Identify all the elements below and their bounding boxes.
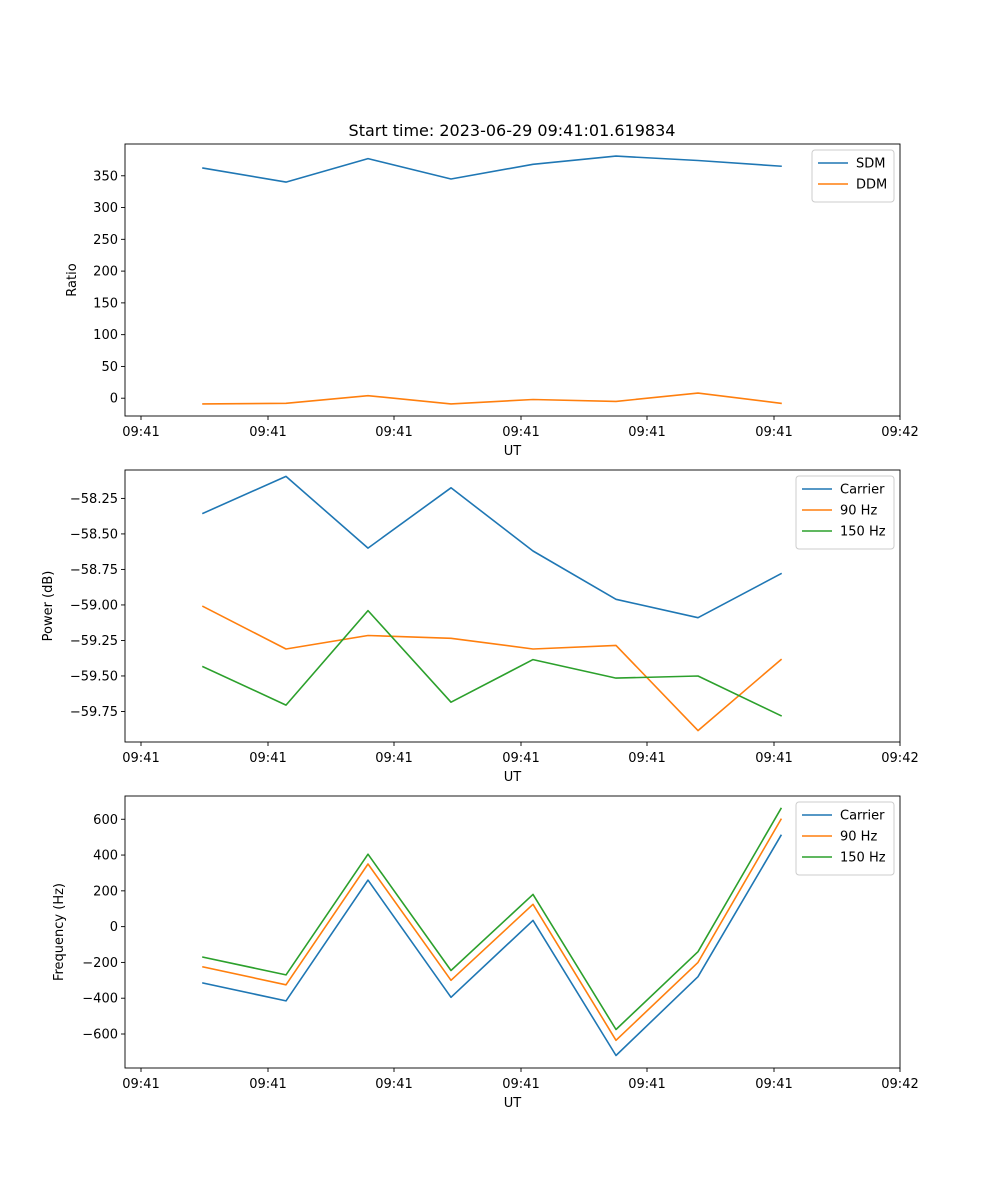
chart-title: Start time: 2023-06-29 09:41:01.619834 xyxy=(349,121,676,140)
x-tick-label: 09:41 xyxy=(502,425,539,440)
x-tick-label: 09:41 xyxy=(375,425,412,440)
y-axis-label: Frequency (Hz) xyxy=(52,883,67,981)
plot-frame xyxy=(124,143,901,417)
y-tick-label: 0 xyxy=(110,920,118,935)
series-line-1-2 xyxy=(201,609,783,717)
x-axis-label: UT xyxy=(504,770,522,785)
x-tick-label: 09:41 xyxy=(628,1077,665,1092)
plot-frame xyxy=(124,795,901,1069)
plot-frame xyxy=(124,469,901,743)
x-tick-label: 09:41 xyxy=(122,425,159,440)
y-tick-label: −58.50 xyxy=(70,527,118,542)
legend-entry: Carrier xyxy=(840,483,885,498)
x-axis-label: UT xyxy=(504,444,522,459)
x-tick-label: 09:41 xyxy=(502,1077,539,1092)
y-tick-label: 350 xyxy=(93,169,118,184)
y-tick-label: 150 xyxy=(93,296,118,311)
y-tick-label: 50 xyxy=(101,360,118,375)
y-tick-label: −59.75 xyxy=(70,705,118,720)
y-tick-label: −600 xyxy=(82,1028,118,1043)
x-tick-label: 09:41 xyxy=(755,751,792,766)
series-line-1-0 xyxy=(201,475,783,619)
x-tick-label: 09:41 xyxy=(122,751,159,766)
x-tick-label: 09:41 xyxy=(628,425,665,440)
x-tick-label: 09:42 xyxy=(881,751,918,766)
x-tick-label: 09:42 xyxy=(881,1077,918,1092)
x-axis-label: UT xyxy=(504,1096,522,1111)
x-tick-label: 09:41 xyxy=(755,1077,792,1092)
x-tick-label: 09:41 xyxy=(755,425,792,440)
series-line-1-1 xyxy=(201,605,783,732)
y-axis-label: Ratio xyxy=(65,263,80,296)
series-line-2-2 xyxy=(202,807,783,1031)
series-line-2-0 xyxy=(202,834,783,1057)
y-tick-label: −59.50 xyxy=(70,669,118,684)
y-tick-label: −58.25 xyxy=(70,492,118,507)
y-tick-label: 100 xyxy=(93,328,118,343)
y-tick-label: −59.25 xyxy=(70,634,118,649)
x-tick-label: 09:41 xyxy=(628,751,665,766)
x-tick-label: 09:41 xyxy=(249,751,286,766)
y-tick-label: 200 xyxy=(93,265,118,280)
legend-entry: 150 Hz xyxy=(840,851,886,866)
legend-entry: SDM xyxy=(856,157,885,172)
series-line-0-0 xyxy=(202,155,782,183)
x-tick-label: 09:41 xyxy=(249,425,286,440)
y-tick-label: −59.00 xyxy=(70,598,118,613)
y-tick-label: 400 xyxy=(93,849,118,864)
y-tick-label: −58.75 xyxy=(70,563,118,578)
x-tick-label: 09:42 xyxy=(881,425,918,440)
x-tick-label: 09:41 xyxy=(249,1077,286,1092)
series-line-2-1 xyxy=(202,818,783,1042)
legend-entry: 90 Hz xyxy=(840,830,877,845)
y-tick-label: 200 xyxy=(93,884,118,899)
y-tick-label: 600 xyxy=(93,813,118,828)
y-tick-label: 250 xyxy=(93,233,118,248)
y-axis-label: Power (dB) xyxy=(41,571,56,642)
y-tick-label: −200 xyxy=(82,956,118,971)
y-tick-label: 300 xyxy=(93,201,118,216)
legend-entry: Carrier xyxy=(840,809,885,824)
x-tick-label: 09:41 xyxy=(122,1077,159,1092)
x-tick-label: 09:41 xyxy=(375,751,412,766)
x-tick-label: 09:41 xyxy=(502,751,539,766)
x-tick-label: 09:41 xyxy=(375,1077,412,1092)
legend-entry: 90 Hz xyxy=(840,504,877,519)
y-tick-label: 0 xyxy=(110,392,118,407)
y-tick-label: −400 xyxy=(82,992,118,1007)
legend-entry: 150 Hz xyxy=(840,525,886,540)
series-line-0-1 xyxy=(202,392,782,405)
legend-entry: DDM xyxy=(856,178,887,193)
